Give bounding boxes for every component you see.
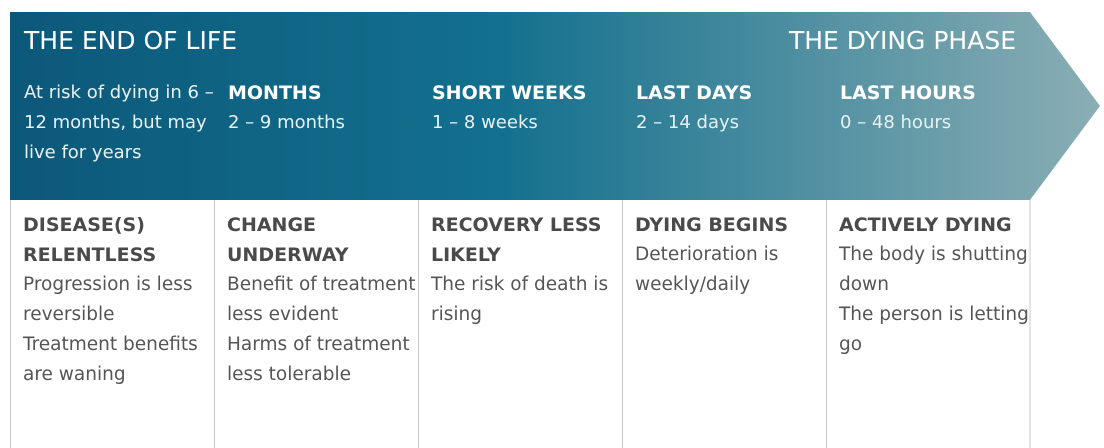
arrow-shape <box>10 12 1100 200</box>
phase-title: RECOVERY LESS LIKELY <box>431 214 602 266</box>
phase-label: MONTHS <box>228 82 322 104</box>
phase-label: LAST HOURS <box>840 82 976 104</box>
phase-range: At risk of dying in 6 – 12 months, but m… <box>24 82 214 163</box>
phase-description: The person is letting go <box>839 304 1029 355</box>
phase-description: Progression is less reversible <box>23 274 193 325</box>
phase-range: 2 – 9 months <box>228 112 345 133</box>
phase-description: The body is shutting down <box>839 244 1028 295</box>
phase-description: Deterioration is weekly/daily <box>635 244 779 295</box>
phase-header: SHORT WEEKS 1 – 8 weeks <box>432 78 624 138</box>
left-title: THE END OF LIFE <box>24 26 237 55</box>
phase-title: ACTIVELY DYING <box>839 214 1012 236</box>
phase-header: At risk of dying in 6 – 12 months, but m… <box>24 78 216 168</box>
phase-cell: DISEASE(S) RELENTLESS Progression is less… <box>10 200 215 448</box>
phase-description: The risk of death is rising <box>431 274 609 325</box>
phase-cell: CHANGE UNDERWAY Benefit of treatment less… <box>214 200 419 448</box>
phase-header: MONTHS 2 – 9 months <box>228 78 420 138</box>
phase-header: LAST HOURS 0 – 48 hours <box>840 78 1032 138</box>
phase-title: CHANGE UNDERWAY <box>227 214 349 266</box>
phase-cell: DYING BEGINS Deterioration is weekly/dail… <box>622 200 827 448</box>
right-title: THE DYING PHASE <box>788 26 1016 55</box>
phase-description: Harms of treatment less tolerable <box>227 334 410 385</box>
phase-range: 2 – 14 days <box>636 112 740 133</box>
phase-range: 0 – 48 hours <box>840 112 952 133</box>
phase-cell: RECOVERY LESS LIKELY The risk of death is… <box>418 200 623 448</box>
phase-description: Benefit of treatment less evident <box>227 274 416 325</box>
phase-label: LAST DAYS <box>636 82 753 104</box>
phase-title: DISEASE(S) RELENTLESS <box>23 214 157 266</box>
phase-label: SHORT WEEKS <box>432 82 587 104</box>
phase-range: 1 – 8 weeks <box>432 112 538 133</box>
phase-description: Treatment benefits are waning <box>23 334 198 385</box>
phase-header: LAST DAYS 2 – 14 days <box>636 78 828 138</box>
phase-title: DYING BEGINS <box>635 214 789 236</box>
phase-cell: ACTIVELY DYING The body is shutting down T… <box>826 200 1031 448</box>
